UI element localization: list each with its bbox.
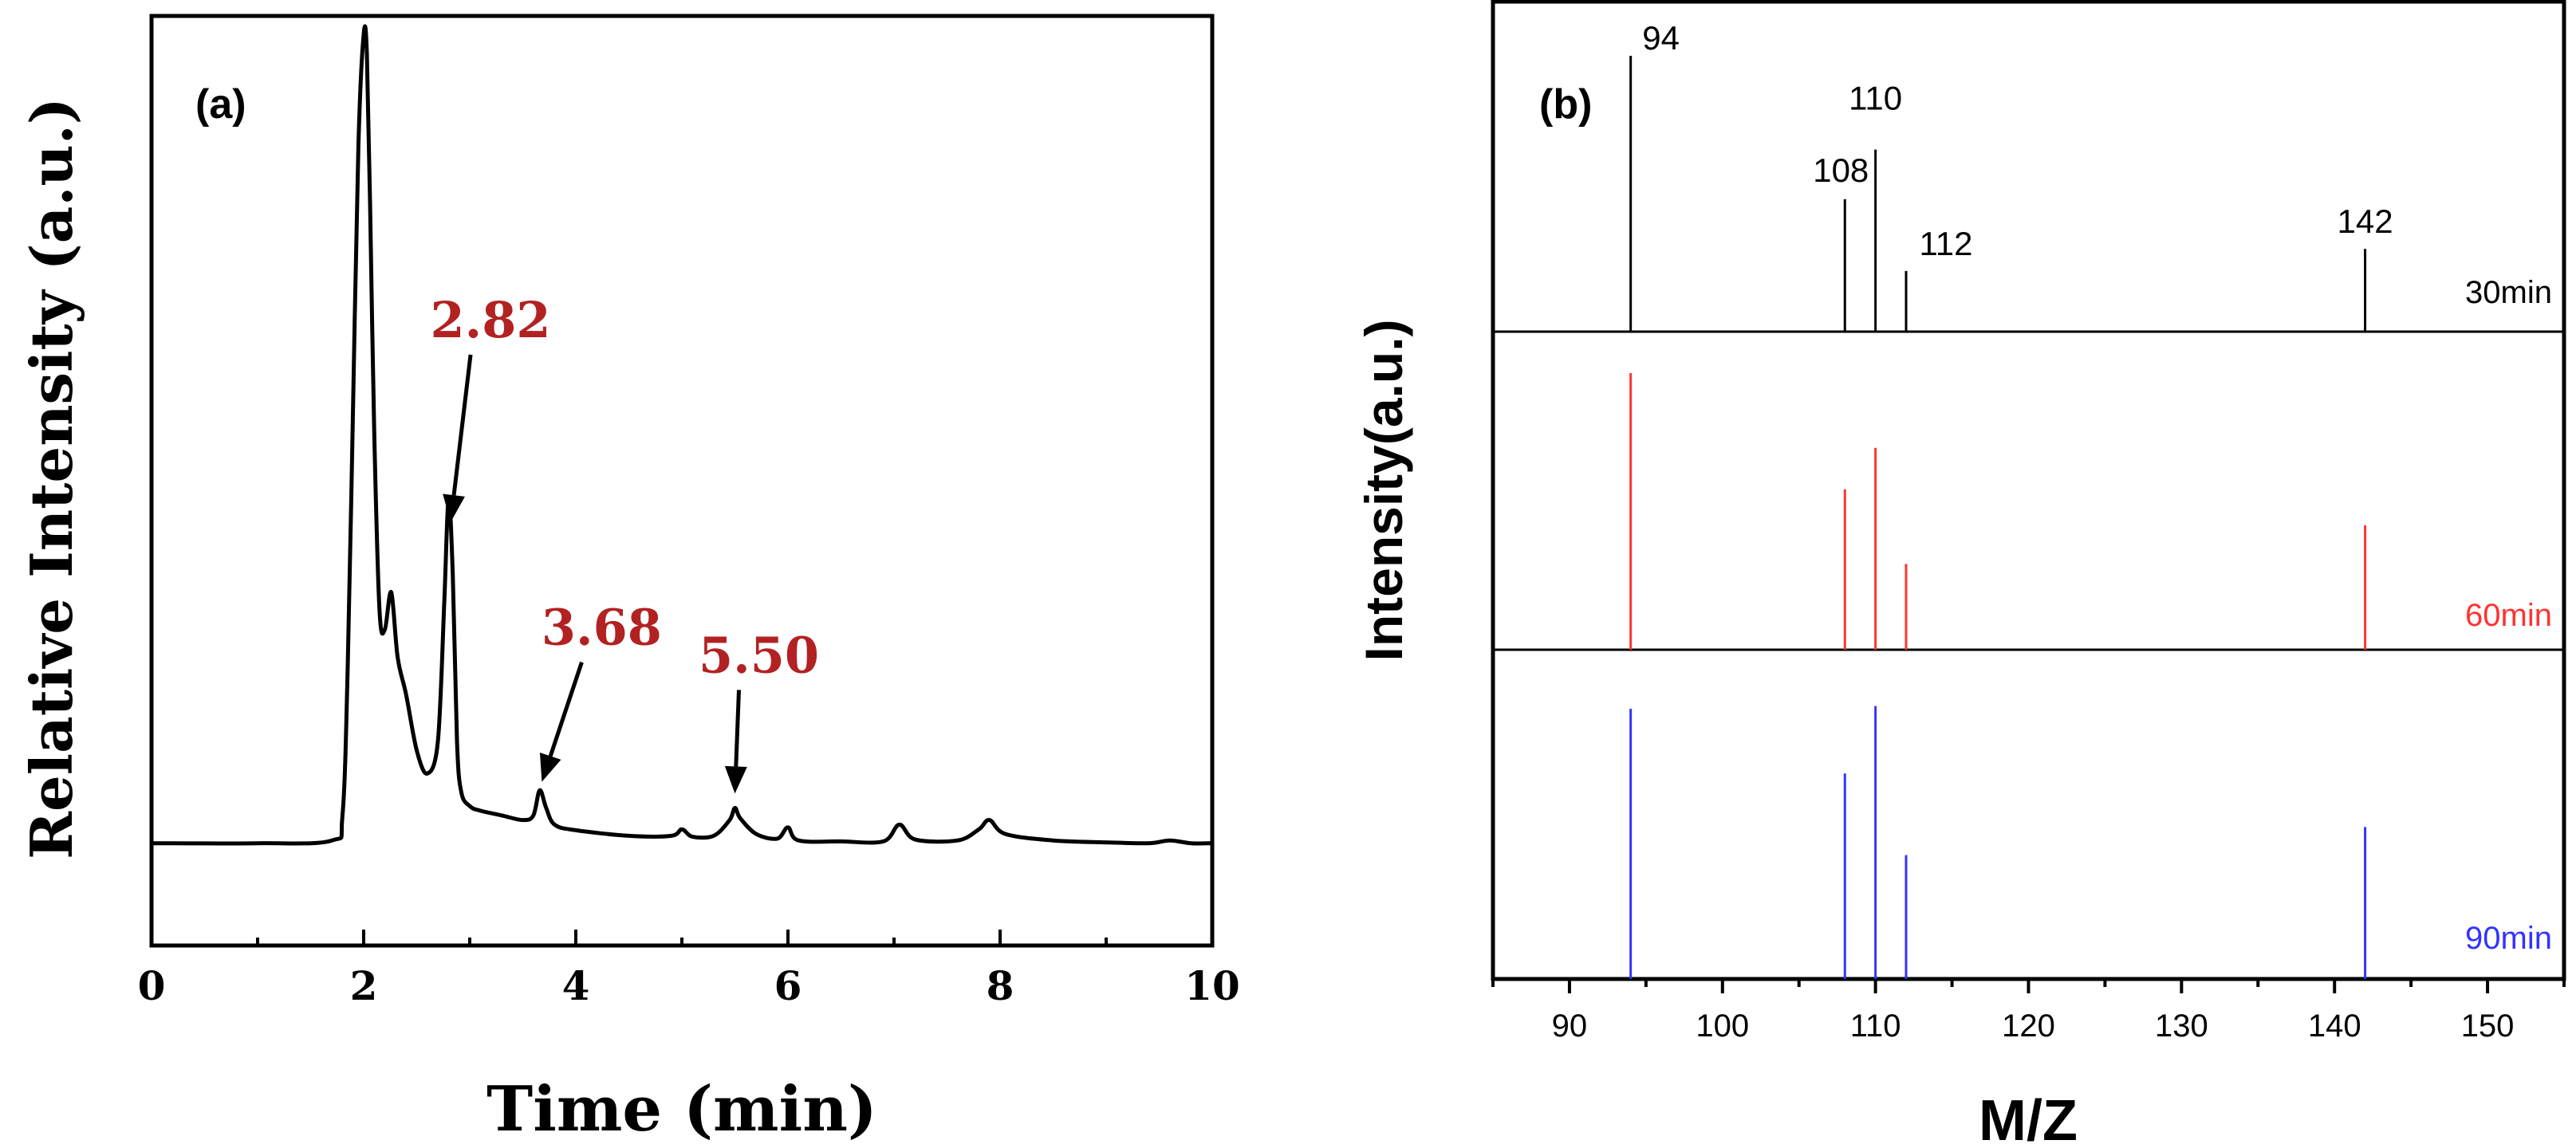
x-tick-label: 2 xyxy=(350,962,378,1009)
series-label: 90min xyxy=(2465,921,2552,956)
panel-a-x-axis-label: Time (min) xyxy=(486,1073,877,1146)
series-label: 60min xyxy=(2465,598,2552,633)
peak-arrow-shaft xyxy=(734,690,741,767)
peak-arrow-head xyxy=(724,765,747,794)
x-tick-label: 6 xyxy=(774,962,802,1009)
x-tick-label: 120 xyxy=(2002,1008,2055,1044)
x-tick-label: 10 xyxy=(1184,962,1240,1009)
peak-mz-label: 94 xyxy=(1642,19,1680,57)
panel-a-peak-arrows xyxy=(443,354,747,794)
x-tick-label: 150 xyxy=(2461,1008,2515,1044)
panel-b-x-tick-labels: 90 100 110 120 130 140 150 xyxy=(1552,1008,2515,1044)
panel-a-peak-annotations: 2.82 3.68 5.50 xyxy=(431,291,819,684)
panel-a-plot-frame xyxy=(149,14,1215,948)
panel-b-x-axis-label: M/Z xyxy=(1979,1089,2078,1148)
x-tick-label: 90 xyxy=(1552,1008,1588,1044)
panel-b-x-ticks xyxy=(1491,979,2566,993)
x-tick-label: 100 xyxy=(1696,1008,1749,1044)
x-tick-label: 130 xyxy=(2155,1008,2208,1044)
peak-mz-label: 142 xyxy=(2338,202,2393,240)
panel-a-x-tick-labels: 0 2 4 6 8 10 xyxy=(138,962,1240,1009)
chromatogram-line xyxy=(151,24,1213,846)
peak-annotation-label: 5.50 xyxy=(699,626,819,684)
peak-mz-label: 110 xyxy=(1849,80,1902,117)
panel-b-y-axis-label: Intensity(a.u.) xyxy=(1354,319,1413,661)
panel-b-plot-frame xyxy=(1491,0,2566,981)
series-label: 30min xyxy=(2465,275,2552,310)
panel-b-series-labels: 30min 60min 90min xyxy=(2465,275,2552,956)
panel-b: 90 100 110 120 130 140 150 94 108 110 112 142 30mi… xyxy=(1354,0,2566,1148)
peak-arrow-head xyxy=(539,752,561,782)
panel-a-x-ticks xyxy=(150,930,1214,946)
peak-mz-label: 112 xyxy=(1920,225,1973,262)
panel-a-label: (a) xyxy=(195,81,246,128)
peak-mz-label: 108 xyxy=(1813,151,1869,189)
x-tick-label: 0 xyxy=(138,962,166,1009)
panel-b-label: (b) xyxy=(1539,81,1592,128)
x-tick-label: 8 xyxy=(987,962,1014,1009)
peak-annotation-label: 2.82 xyxy=(431,291,551,349)
panel-a: 0 2 4 6 8 10 2.82 3.68 5.50 (a) Time (min) Rela… xyxy=(18,14,1240,1146)
peak-arrow-head xyxy=(443,493,465,522)
peak-arrow-shaft xyxy=(548,661,584,757)
x-tick-label: 110 xyxy=(1850,1008,1901,1044)
peak-annotation-label: 3.68 xyxy=(542,599,662,657)
x-tick-label: 140 xyxy=(2308,1008,2361,1044)
peak-arrow-shaft xyxy=(451,354,473,496)
panel-a-y-axis-label: Relative Intensity (a.u.) xyxy=(18,97,85,859)
panel-b-peak-labels: 94 108 110 112 142 xyxy=(1642,19,2393,262)
panel-b-spectra-sticks xyxy=(1629,56,2367,979)
x-tick-label: 4 xyxy=(562,962,590,1009)
